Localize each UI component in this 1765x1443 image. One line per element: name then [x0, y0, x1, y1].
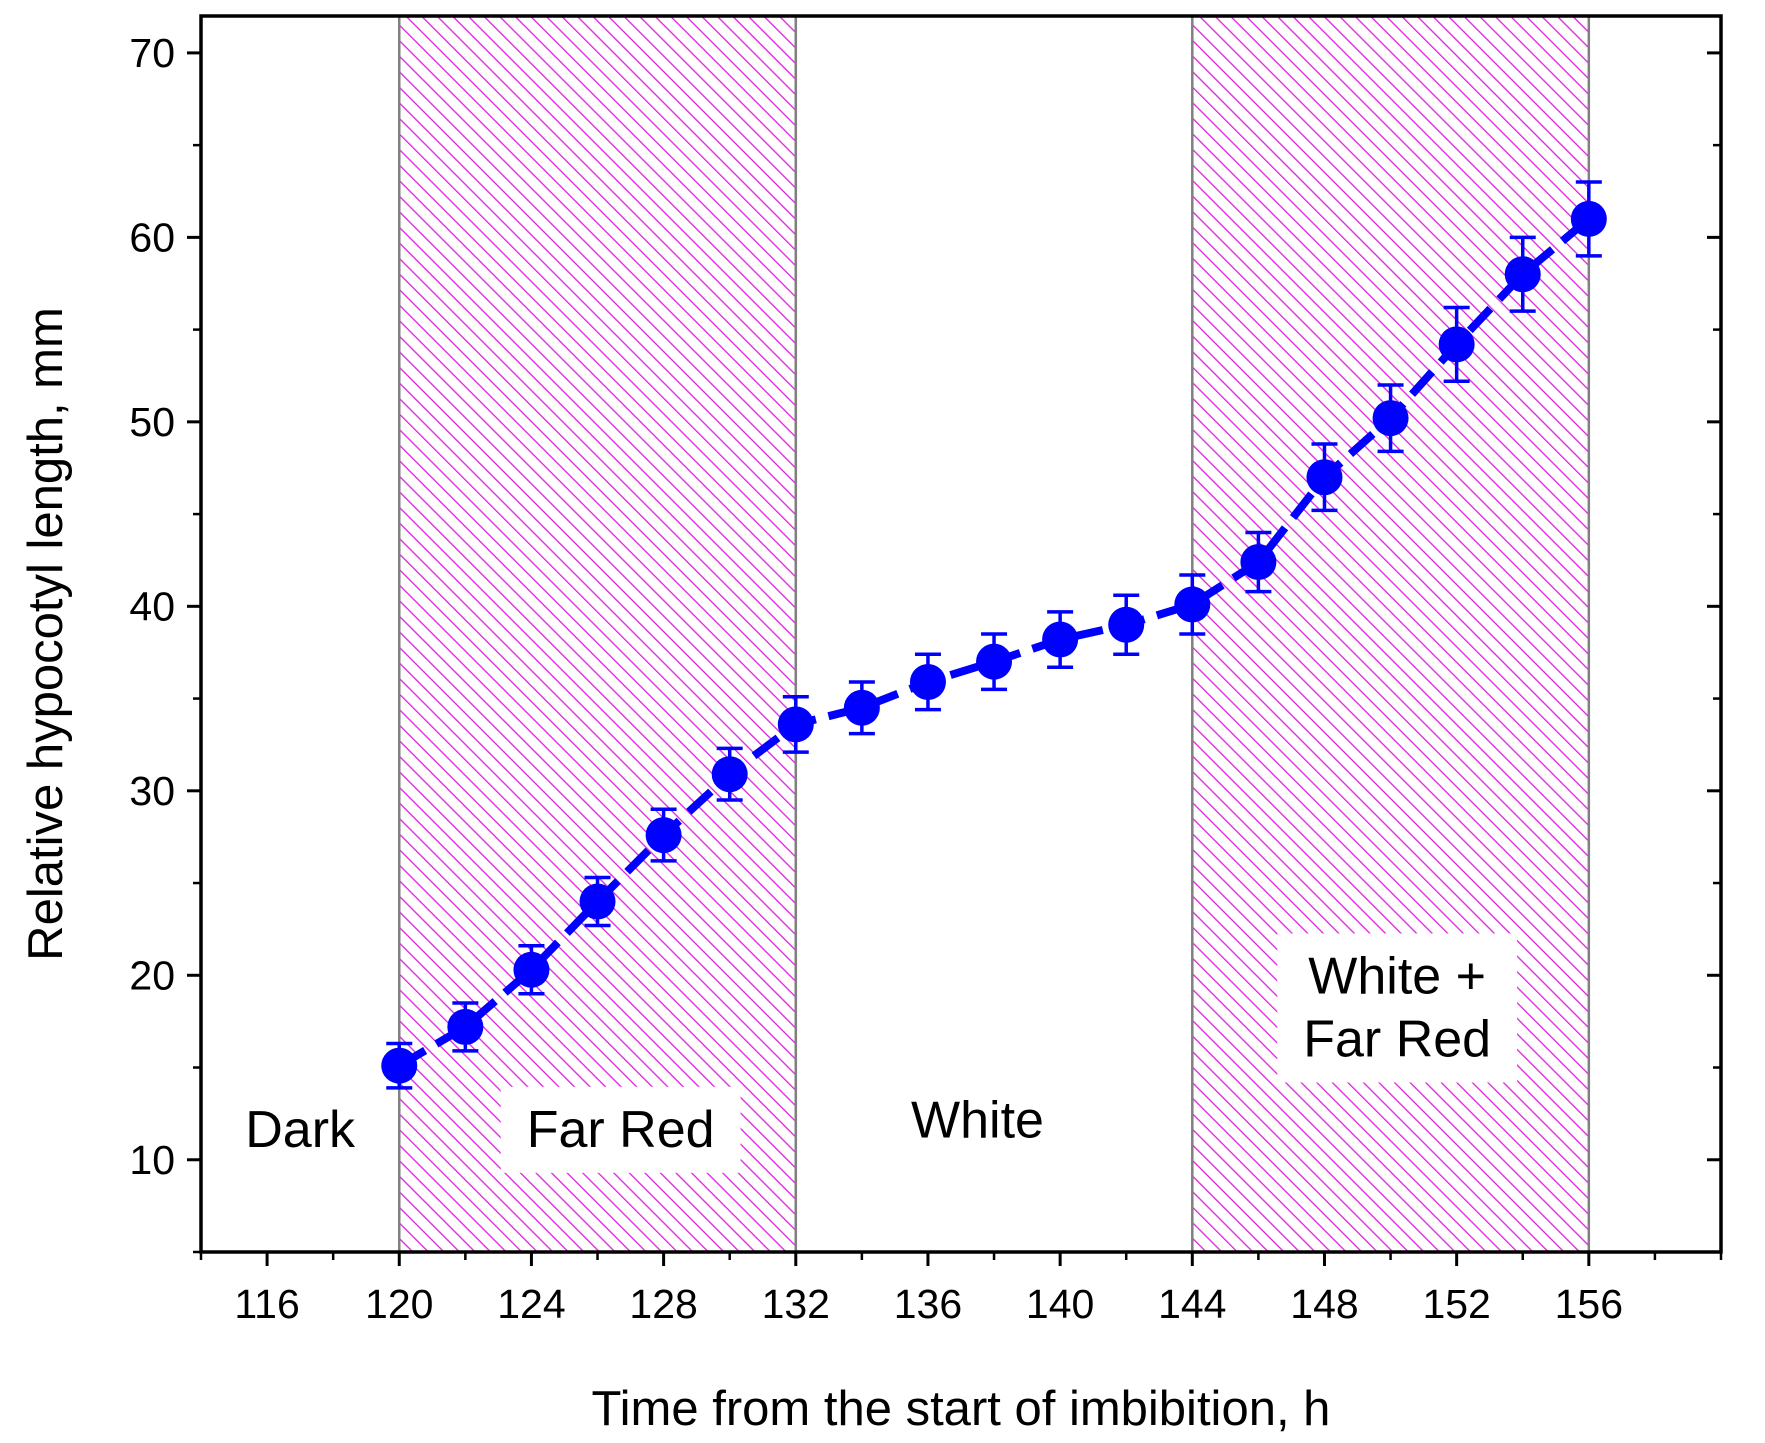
marker — [1372, 400, 1409, 437]
marker — [777, 706, 814, 743]
region-label-0: Dark — [245, 1101, 356, 1159]
region-label-1: Far Red — [500, 1086, 741, 1173]
y-axis-title: Relative hypocotyl length, mm — [19, 307, 73, 961]
data-point — [513, 944, 550, 996]
x-tick-label: 156 — [1555, 1281, 1623, 1327]
marker — [447, 1008, 484, 1045]
hatched-region-1 — [399, 16, 796, 1252]
region-label-3: White +Far Red — [1277, 933, 1518, 1083]
marker — [1570, 200, 1607, 237]
x-tick-label: 124 — [497, 1281, 565, 1327]
x-tick-label: 128 — [629, 1281, 697, 1327]
data-point — [1240, 530, 1277, 594]
marker — [645, 817, 682, 854]
data-point — [1438, 305, 1475, 384]
region-label-background — [500, 1086, 741, 1173]
region-label-2: White — [911, 1092, 1044, 1150]
region-label-line: Far Red — [1303, 1010, 1491, 1068]
marker — [976, 643, 1013, 680]
data-point — [976, 632, 1013, 692]
x-tick-label: 152 — [1422, 1281, 1490, 1327]
data-point — [447, 1001, 484, 1053]
marker — [1042, 621, 1079, 658]
x-tick-label: 136 — [894, 1281, 962, 1327]
marker — [579, 883, 616, 920]
x-tick-label: 120 — [365, 1281, 433, 1327]
region-label-line: Dark — [245, 1101, 356, 1159]
region-label-line: White — [911, 1092, 1044, 1150]
data-point — [645, 807, 682, 863]
y-tick-label: 20 — [129, 952, 175, 998]
marker — [909, 663, 946, 700]
data-point — [711, 746, 748, 802]
y-tick-label: 10 — [129, 1137, 175, 1183]
marker — [381, 1047, 418, 1084]
y-tick-label: 40 — [129, 583, 175, 629]
x-tick-label: 116 — [234, 1281, 299, 1327]
data-point — [1108, 593, 1145, 657]
y-tick-label: 70 — [129, 30, 175, 76]
x-axis-title: Time from the start of imbibition, h — [592, 1382, 1331, 1436]
y-tick-label: 50 — [129, 399, 175, 445]
data-point — [909, 652, 946, 712]
x-tick-label: 132 — [762, 1281, 830, 1327]
data-point — [1504, 235, 1541, 313]
y-tick-label: 60 — [129, 214, 175, 260]
y-tick-label: 30 — [129, 768, 175, 814]
data-point — [579, 875, 616, 928]
marker — [1174, 586, 1211, 623]
x-tick-label: 144 — [1158, 1281, 1226, 1327]
marker — [1438, 326, 1475, 363]
data-point — [1042, 610, 1079, 669]
x-tick-label: 148 — [1290, 1281, 1358, 1327]
data-point — [1306, 442, 1343, 513]
marker — [711, 756, 748, 793]
plot-frame — [199, 14, 1723, 1254]
marker — [843, 689, 880, 726]
data-point — [1570, 180, 1607, 258]
data-point — [381, 1041, 418, 1090]
marker — [513, 951, 550, 988]
region-label-line: White + — [1308, 947, 1486, 1005]
data-series — [381, 180, 1607, 1090]
marker — [1504, 256, 1541, 293]
region-label-background — [1277, 933, 1518, 1083]
marker — [1108, 606, 1145, 643]
marker — [1306, 459, 1343, 496]
region-label-line: Far Red — [527, 1101, 715, 1159]
data-point — [1372, 383, 1409, 454]
axes: 116 120 124 128 132 136 140 144 148 152 156 10 20 30 4… — [129, 30, 1723, 1327]
data-point — [777, 694, 814, 754]
data-point — [843, 680, 880, 736]
data-point — [1174, 573, 1211, 636]
marker — [1240, 544, 1277, 581]
x-tick-label: 140 — [1026, 1281, 1094, 1327]
